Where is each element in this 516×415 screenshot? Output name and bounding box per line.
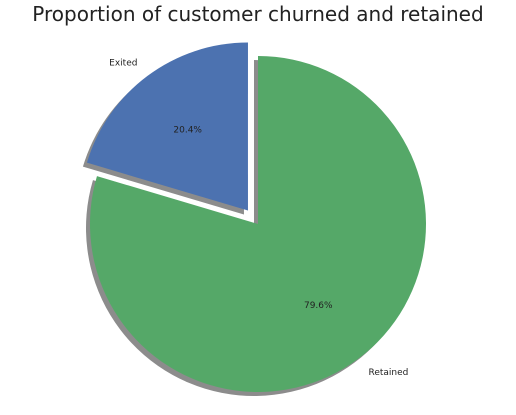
slice-label-exited: Exited <box>109 58 137 68</box>
slice-label-retained: Retained <box>368 368 408 378</box>
pie-slice-layer <box>86 42 426 393</box>
pct-label-exited: 20.4% <box>173 126 202 136</box>
pie-slice-retained <box>89 56 426 393</box>
pie-slice-exited <box>86 42 248 211</box>
chart-title: Proportion of customer churned and retai… <box>32 2 484 26</box>
pie-label-layer: Exited 20.4% Retained 79.6% <box>109 58 408 378</box>
pct-label-retained: 79.6% <box>304 301 333 311</box>
